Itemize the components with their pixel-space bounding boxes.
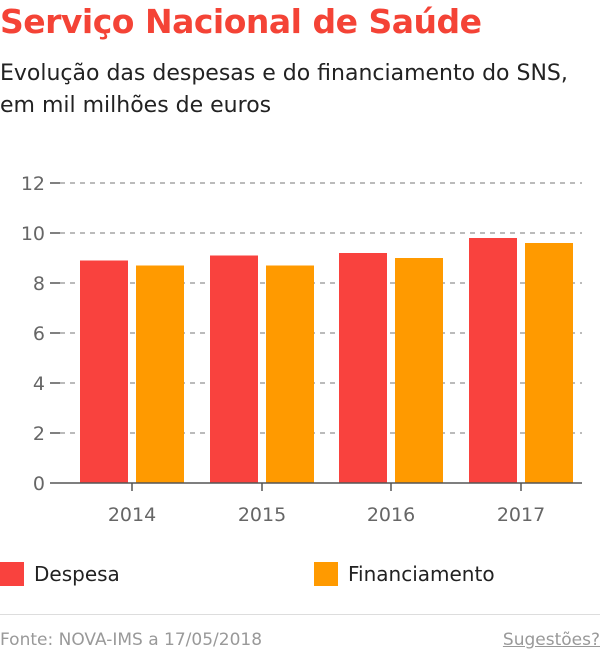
y-tick-label: 2 bbox=[33, 423, 45, 445]
x-tick-label: 2014 bbox=[108, 504, 156, 526]
x-tick-label: 2017 bbox=[497, 504, 545, 526]
bar-financiamento-2015 bbox=[266, 265, 314, 483]
divider bbox=[0, 614, 600, 615]
bar-despesa-2016 bbox=[339, 253, 387, 483]
bar-financiamento-2017 bbox=[525, 243, 573, 483]
y-tick-label: 6 bbox=[33, 323, 45, 345]
chart-subtitle: Evolução das despesas e do financiamento… bbox=[0, 61, 568, 118]
bar-despesa-2015 bbox=[210, 255, 258, 483]
y-tick-label: 4 bbox=[33, 373, 45, 395]
bar-despesa-2017 bbox=[469, 238, 517, 483]
legend-label: Despesa bbox=[34, 562, 120, 586]
chart-title: Serviço Nacional de Saúde bbox=[0, 2, 482, 41]
bar-chart: 0 2 4 6 8 10 12 2014 2015 2016 2017 bbox=[21, 173, 582, 526]
source-text: Fonte: NOVA-IMS a 17/05/2018 bbox=[0, 630, 263, 650]
y-tick-label: 0 bbox=[33, 473, 45, 495]
y-tick-label: 8 bbox=[33, 273, 45, 295]
y-tick-label: 10 bbox=[21, 223, 45, 245]
bar-financiamento-2014 bbox=[136, 265, 184, 483]
legend-swatch-financiamento bbox=[314, 562, 338, 586]
legend-item-financiamento: Financiamento bbox=[314, 562, 495, 586]
legend-item-despesa: Despesa bbox=[0, 562, 120, 586]
bar-financiamento-2016 bbox=[395, 258, 443, 483]
suggestions-link[interactable]: Sugestões? bbox=[502, 630, 600, 650]
x-tick-label: 2015 bbox=[238, 504, 286, 526]
x-tick-label: 2016 bbox=[367, 504, 415, 526]
legend-swatch-despesa bbox=[0, 562, 24, 586]
bar-despesa-2014 bbox=[80, 260, 128, 483]
y-tick-label: 12 bbox=[21, 173, 45, 195]
legend-label: Financiamento bbox=[348, 562, 495, 586]
